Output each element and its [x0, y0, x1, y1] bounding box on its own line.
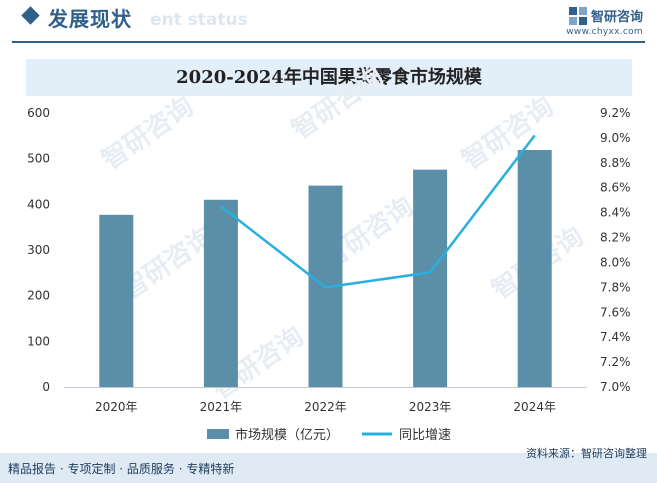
bar-market-size — [99, 214, 134, 387]
y-right-tick-label: 8.4% — [600, 206, 631, 220]
watermark-text: 智研咨询 — [96, 91, 199, 176]
growth-rate-line — [220, 134, 536, 289]
footer-tagline: 精品报告 · 专项定制 · 品质服务 · 专精特新 — [8, 462, 235, 476]
chart-title: 2020-2024年中国果类零食市场规模 — [176, 67, 482, 88]
y-right-tick-label: 8.6% — [600, 181, 631, 195]
y-left-tick-label: 500 — [27, 152, 50, 166]
legend-swatch-bar — [207, 429, 229, 439]
y-right-tick-label: 7.2% — [600, 355, 631, 369]
legend-label-bar: 市场规模（亿元） — [235, 427, 339, 443]
brand-url: www.chyxx.com — [566, 27, 643, 37]
bar-market-size — [517, 149, 552, 387]
y-left-tick-label: 400 — [27, 197, 50, 211]
y-right-tick-label: 9.0% — [600, 131, 631, 145]
section-header: ent status 发展现状 智研咨询 www.chyxx.com — [0, 0, 657, 44]
y-right-tick-label: 7.0% — [600, 380, 631, 394]
footer-bar: 精品报告 · 专项定制 · 品质服务 · 专精特新 — [0, 453, 657, 483]
y-right-tick-label: 7.8% — [600, 280, 631, 294]
x-tick-label: 2024年 — [513, 400, 556, 414]
y-right-tick-label: 7.6% — [600, 305, 631, 319]
y-right-tick-label: 9.2% — [600, 106, 631, 120]
x-tick-label: 2021年 — [200, 400, 243, 414]
y-left-tick-label: 0 — [42, 380, 50, 394]
y-left-tick-label: 200 — [27, 289, 50, 303]
y-left-tick-label: 100 — [27, 334, 50, 348]
y-left-tick-label: 600 — [27, 106, 50, 120]
y-right-tick-label: 8.2% — [600, 231, 631, 245]
bar-market-size — [203, 199, 238, 387]
y-left-tick-label: 300 — [27, 243, 50, 257]
legend-label-line: 同比增速 — [399, 428, 451, 443]
x-tick-label: 2020年 — [95, 400, 138, 414]
chart-title-bar: 2020-2024年中国果类零食市场规模 — [26, 59, 632, 96]
x-tick-label: 2022年 — [304, 400, 347, 414]
watermark-text: 智研咨询 — [286, 61, 389, 146]
bar-market-size — [413, 169, 448, 387]
brand-logo-icon — [568, 6, 587, 25]
y-right-tick-label: 8.0% — [600, 255, 631, 269]
header-divider — [12, 41, 645, 43]
section-watermark: ent status — [150, 10, 248, 30]
y-right-tick-label: 8.8% — [600, 156, 631, 170]
x-tick-label: 2023年 — [409, 400, 452, 414]
brand-name: 智研咨询 — [590, 10, 643, 25]
section-title: 发展现状 — [48, 7, 132, 31]
y-right-tick-label: 7.4% — [600, 330, 631, 344]
brand: 智研咨询 www.chyxx.com — [566, 6, 643, 37]
source-note: 资料来源：智研咨询整理 — [526, 447, 647, 460]
